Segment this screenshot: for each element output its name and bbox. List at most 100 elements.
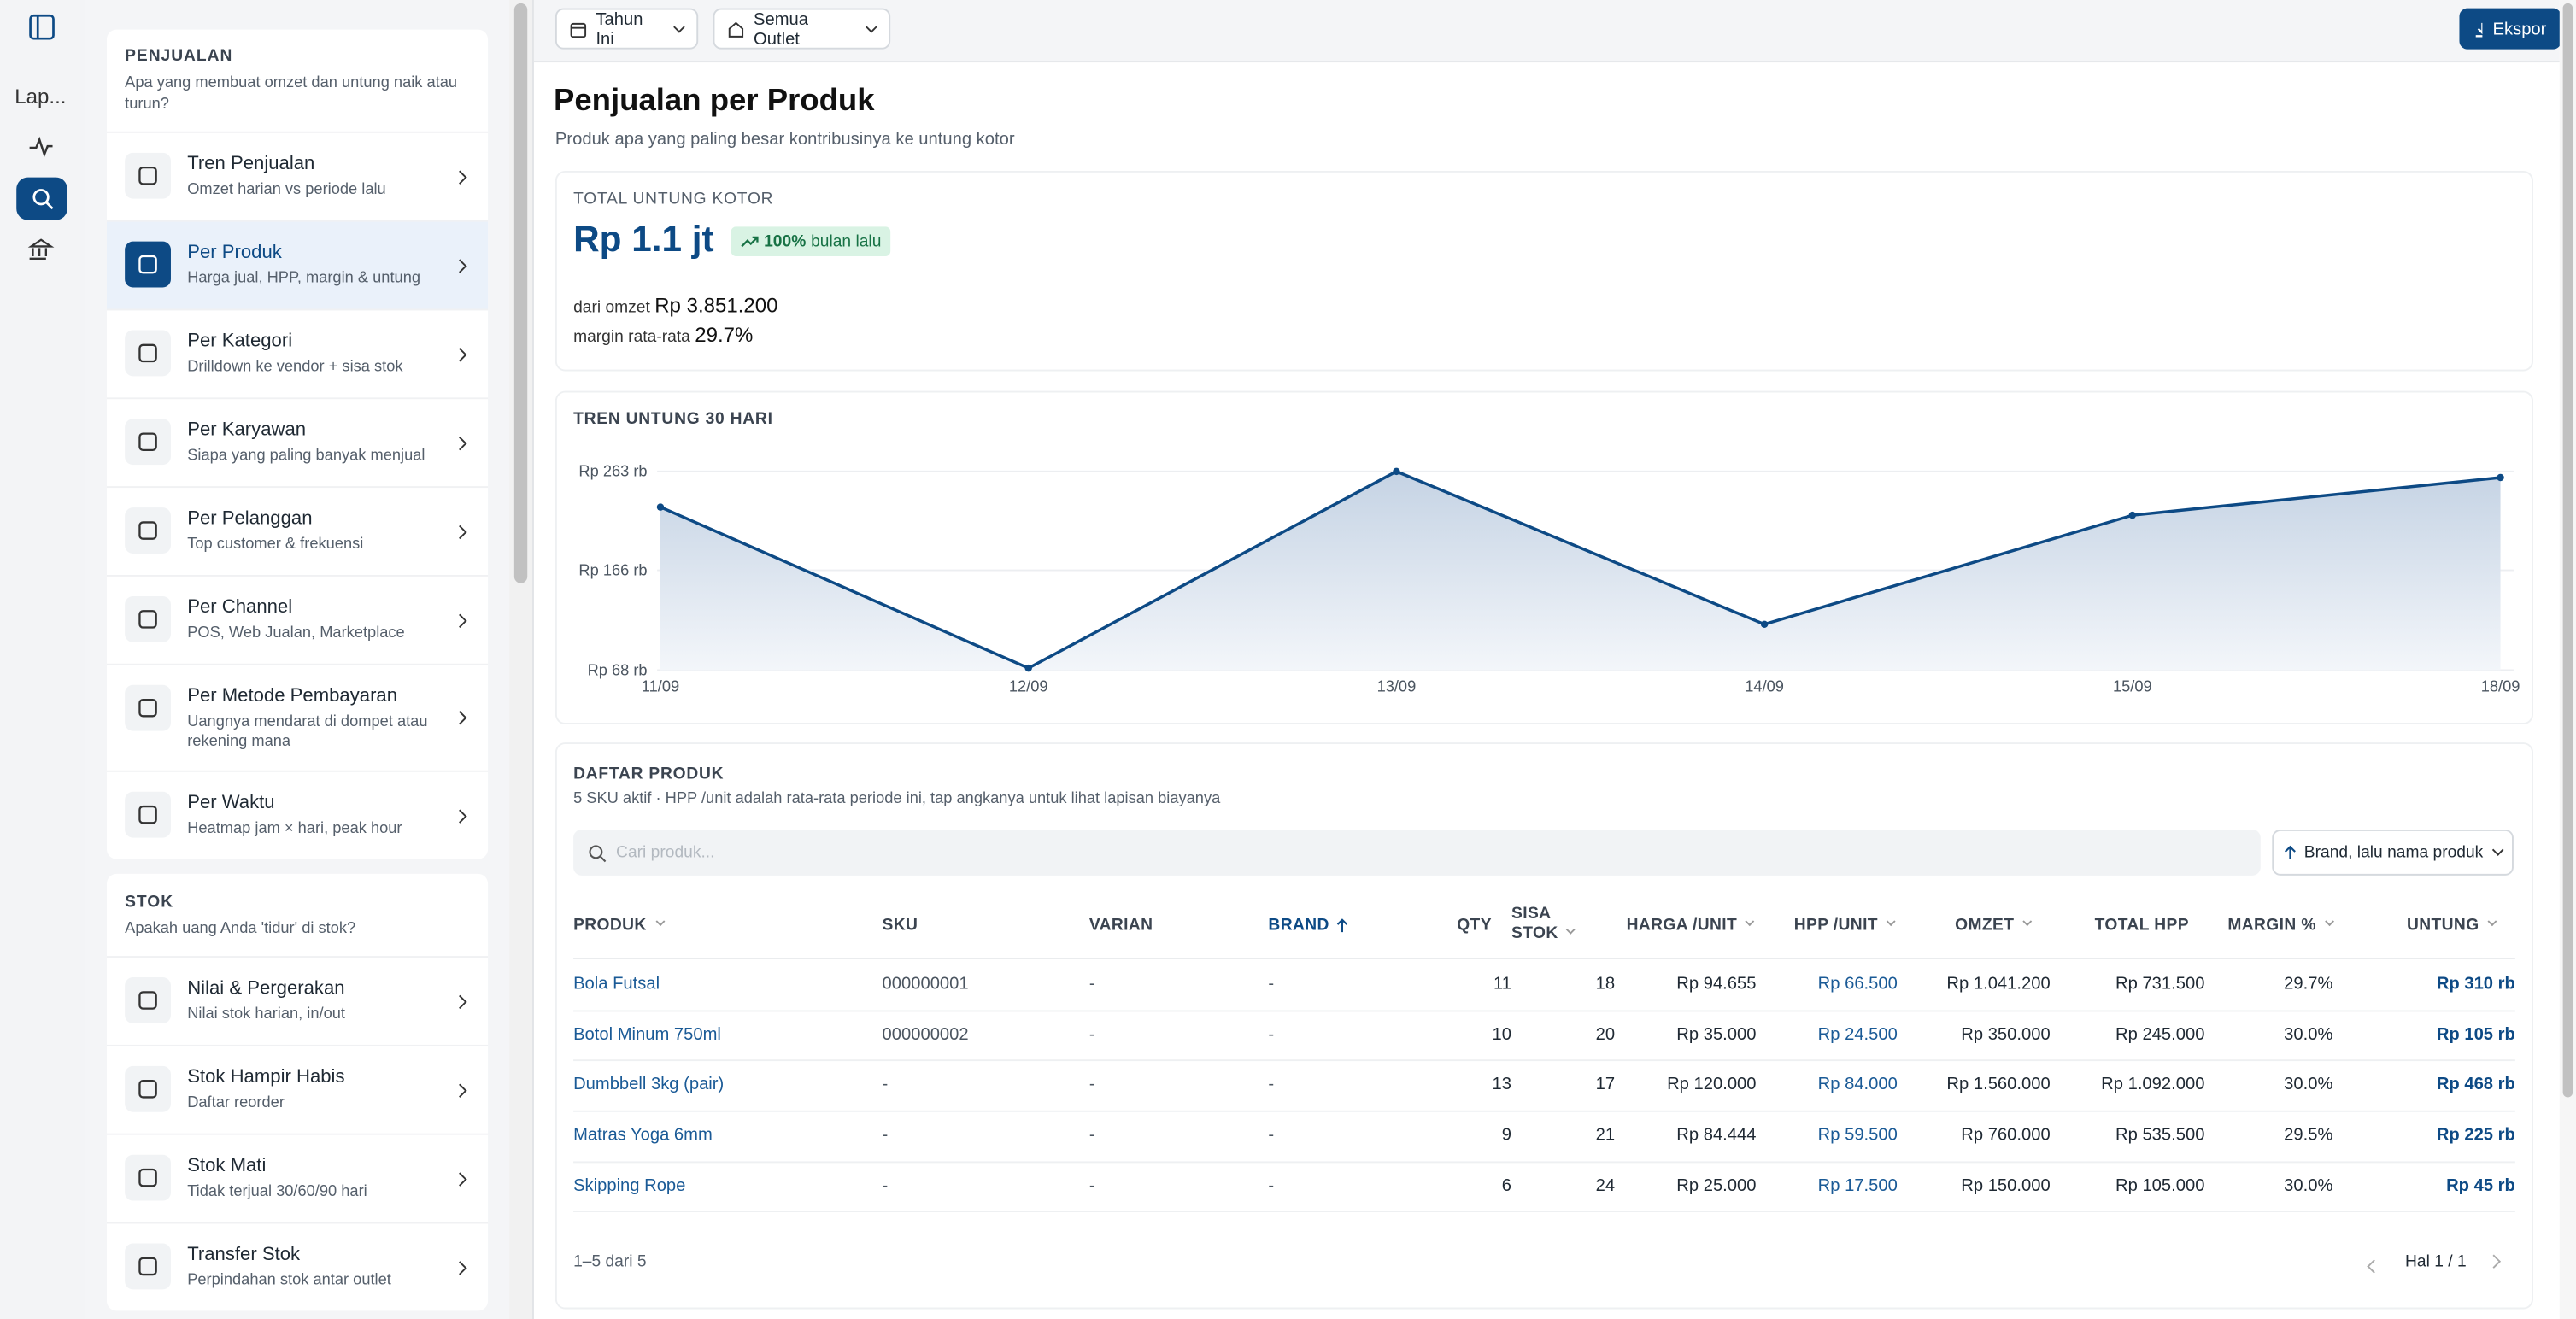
outlet-filter[interactable]: Semua Outlet xyxy=(713,8,891,50)
table-cell: 18 xyxy=(1595,974,1616,994)
point xyxy=(2497,473,2504,482)
x-tick-label: 13/09 xyxy=(1377,677,1417,695)
icon-shape xyxy=(138,1168,157,1187)
row-divider xyxy=(573,1160,2515,1163)
icon xyxy=(138,805,157,824)
rail-icon-bank[interactable] xyxy=(27,238,55,261)
table-cell[interactable]: Rp 84.000 xyxy=(1817,1075,1898,1095)
x-tick-label: 18/09 xyxy=(2481,677,2520,695)
nav-item[interactable]: Per Metode Pembayaran Uangnya mendarat di… xyxy=(106,663,489,771)
chevron xyxy=(453,1082,467,1097)
nav-title: Per Kategori xyxy=(187,331,293,352)
column-header[interactable]: OMZET xyxy=(1834,905,2031,944)
column-header[interactable]: UNTUNG xyxy=(2298,905,2496,944)
nav-desc: Harga jual, HPP, margin & untung xyxy=(187,269,421,288)
table-cell: - xyxy=(1268,974,1275,994)
table-desc: 5 SKU aktif · HPP /unit adalah rata-rata… xyxy=(573,789,1221,809)
arrow-up-icon xyxy=(2283,845,2296,859)
column-header-text: UNTUNG xyxy=(2407,916,2496,934)
summary-label: TOTAL UNTUNG KOTOR xyxy=(573,191,774,209)
table-cell[interactable]: Rp 59.500 xyxy=(1817,1125,1898,1146)
x-tick-label: 12/09 xyxy=(1009,677,1048,695)
nav-text: Per Metode Pembayaran Uangnya mendarat di… xyxy=(187,685,437,753)
nav-text: Per Produk Harga jual, HPP, margin & untu… xyxy=(187,242,437,290)
table-cell[interactable]: Rp 66.500 xyxy=(1817,974,1898,994)
scroll-thumb[interactable] xyxy=(513,3,528,583)
table-cell: Rp 94.655 xyxy=(1676,974,1757,994)
revenue-value: Rp 3.851.200 xyxy=(654,294,778,318)
nav-desc: Daftar reorder xyxy=(187,1093,285,1112)
nav-item[interactable]: Transfer Stok Perpindahan stok antar outl… xyxy=(106,1222,489,1311)
nav-icon xyxy=(125,791,171,838)
nav-item[interactable]: Per Karyawan Siapa yang paling banyak men… xyxy=(106,397,489,486)
table-cell[interactable]: Rp 17.500 xyxy=(1817,1175,1898,1196)
column-header[interactable]: SISA STOK xyxy=(1511,905,1584,944)
table-cell: 21 xyxy=(1595,1125,1616,1146)
nav-item[interactable]: Stok Hampir Habis Daftar reorder xyxy=(106,1044,489,1134)
icon-shape xyxy=(138,610,157,629)
nav-item[interactable]: Per Channel POS, Web Jualan, Marketplace xyxy=(106,574,489,664)
table-cell: Rp 468 rb xyxy=(2436,1075,2515,1095)
period-filter[interactable]: Tahun Ini xyxy=(555,8,699,50)
table-cell[interactable]: Matras Yoga 6mm xyxy=(573,1125,713,1146)
table-cell: Rp 1.560.000 xyxy=(1946,1075,2051,1095)
column-header[interactable]: SKU xyxy=(883,905,918,944)
icon-shape xyxy=(138,1257,157,1276)
table-cell: - xyxy=(882,1075,889,1095)
table-cell: - xyxy=(1088,1024,1095,1045)
column-header[interactable]: MARGIN % xyxy=(2227,905,2332,944)
nav-title: Nilai & Pergerakan xyxy=(187,978,345,1000)
column-header-text: PRODUK xyxy=(573,916,663,934)
row-divider xyxy=(573,1009,2515,1011)
column-header-text: QTY xyxy=(1457,915,1492,935)
column-header[interactable]: QTY xyxy=(1294,905,1492,944)
icon xyxy=(138,698,157,718)
icon-shape xyxy=(138,343,157,363)
nav-icon xyxy=(125,595,171,642)
nav-icon xyxy=(125,419,171,466)
nav-item[interactable]: Per Waktu Heatmap jam × hari, peak hour xyxy=(106,770,489,859)
nav-item[interactable]: Per Produk Harga jual, HPP, margin & untu… xyxy=(106,220,489,309)
nav-item[interactable]: Nilai & Pergerakan Nilai stok harian, in/… xyxy=(106,956,489,1045)
column-header[interactable]: HPP /UNIT xyxy=(1794,905,1894,944)
column-header[interactable]: VARIAN xyxy=(1089,905,1153,944)
rail-icon-activity[interactable] xyxy=(28,135,55,158)
margin-value: 29.7% xyxy=(695,323,754,347)
nav-text: Stok Hampir Habis Daftar reorder xyxy=(187,1066,437,1114)
period-label: Tahun Ini xyxy=(596,9,643,49)
table-cell[interactable]: Dumbbell 3kg (pair) xyxy=(573,1075,725,1095)
table-cell[interactable]: Bola Futsal xyxy=(573,974,660,994)
nav-text: Nilai & Pergerakan Nilai stok harian, in/… xyxy=(187,977,437,1025)
nav-title: Stok Hampir Habis xyxy=(187,1067,345,1087)
table-cell[interactable]: Skipping Rope xyxy=(573,1175,686,1196)
table-cell: Rp 35.000 xyxy=(1676,1024,1757,1045)
column-header[interactable]: TOTAL HPP xyxy=(2095,905,2189,944)
export-button[interactable]: Ekspor xyxy=(2459,8,2561,50)
nav-title: Per Karyawan xyxy=(187,420,307,441)
point xyxy=(1393,467,1400,476)
nav-icon xyxy=(125,1154,171,1201)
table-cell[interactable]: Rp 24.500 xyxy=(1817,1024,1898,1045)
search-box[interactable]: Cari produk... xyxy=(573,830,2261,876)
rail-active-item[interactable] xyxy=(16,177,67,220)
table-cell[interactable]: Botol Minum 750ml xyxy=(573,1024,721,1045)
column-header[interactable]: HARGA /UNIT xyxy=(1627,905,1754,944)
nav-title: Per Waktu xyxy=(187,793,275,813)
nav-item[interactable]: Per Pelanggan Top customer & frekuensi xyxy=(106,486,489,575)
table-cell: 24 xyxy=(1595,1175,1616,1196)
scroll-thumb[interactable] xyxy=(2562,3,2573,1098)
column-header[interactable]: BRAND xyxy=(1268,905,1348,944)
search-icon xyxy=(32,189,54,210)
point xyxy=(2128,511,2137,519)
table-cell: Rp 245.000 xyxy=(2115,1024,2205,1045)
sort-button[interactable]: Brand, lalu nama produk xyxy=(2272,830,2514,876)
revenue-line: dari omzet Rp 3.851.200 xyxy=(573,294,777,317)
line xyxy=(660,469,2501,671)
nav-item[interactable]: Tren Penjualan Omzet harian vs periode la… xyxy=(106,131,489,220)
column-header[interactable]: PRODUK xyxy=(573,905,663,944)
nav-item[interactable]: Per Kategori Drilldown ke vendor + sisa s… xyxy=(106,308,489,397)
chevron xyxy=(453,994,467,1009)
nav-item[interactable]: Stok Mati Tidak terjual 30/60/90 hari xyxy=(106,1133,489,1222)
chart-title: TREN UNTUNG 30 HARI xyxy=(573,410,773,429)
sidebar-toggle[interactable] xyxy=(28,13,56,41)
